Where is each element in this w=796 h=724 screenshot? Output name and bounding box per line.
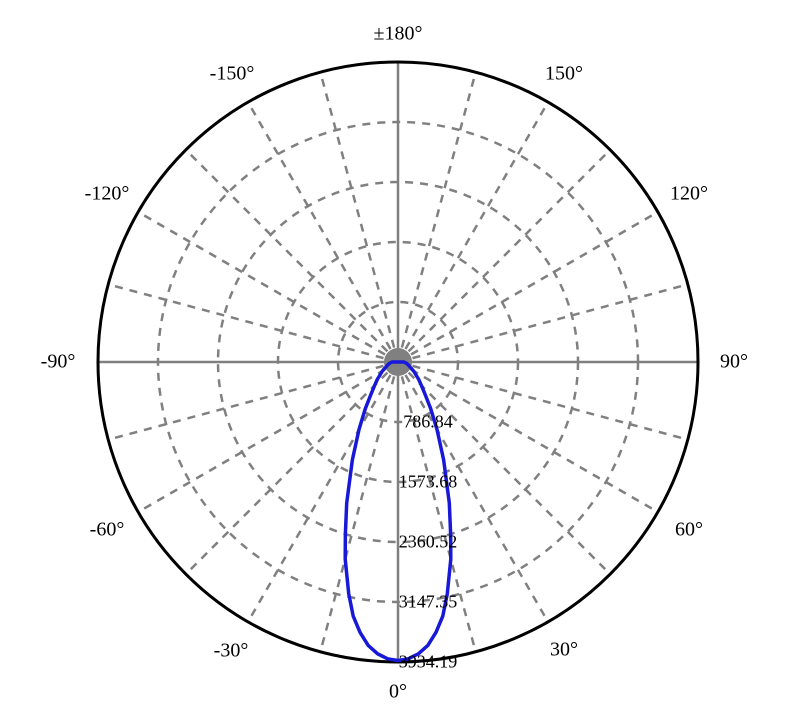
angle-label: -30°: [214, 640, 249, 663]
angle-label: ±180°: [374, 23, 423, 46]
polar-chart: ±180° -150° 150° -120° 120° -90° 90° -60° 60° -30…: [0, 0, 796, 724]
radial-label: 2360.52: [399, 532, 458, 553]
radial-label: 786.84: [403, 412, 453, 433]
radial-label: 3934.19: [399, 652, 458, 673]
angle-label: -120°: [85, 183, 130, 206]
angle-label: 120°: [670, 183, 708, 206]
angle-label: 90°: [720, 351, 748, 374]
angle-label: 0°: [389, 681, 407, 704]
angle-label: -150°: [210, 63, 255, 86]
polar-svg: [0, 0, 796, 724]
angle-label: -60°: [90, 519, 125, 542]
angle-label: 150°: [545, 63, 583, 86]
angle-label: -90°: [41, 351, 76, 374]
angle-label: 30°: [550, 638, 578, 661]
angle-label: 60°: [675, 519, 703, 542]
radial-label: 3147.35: [399, 592, 458, 613]
radial-label: 1573.68: [399, 472, 458, 493]
